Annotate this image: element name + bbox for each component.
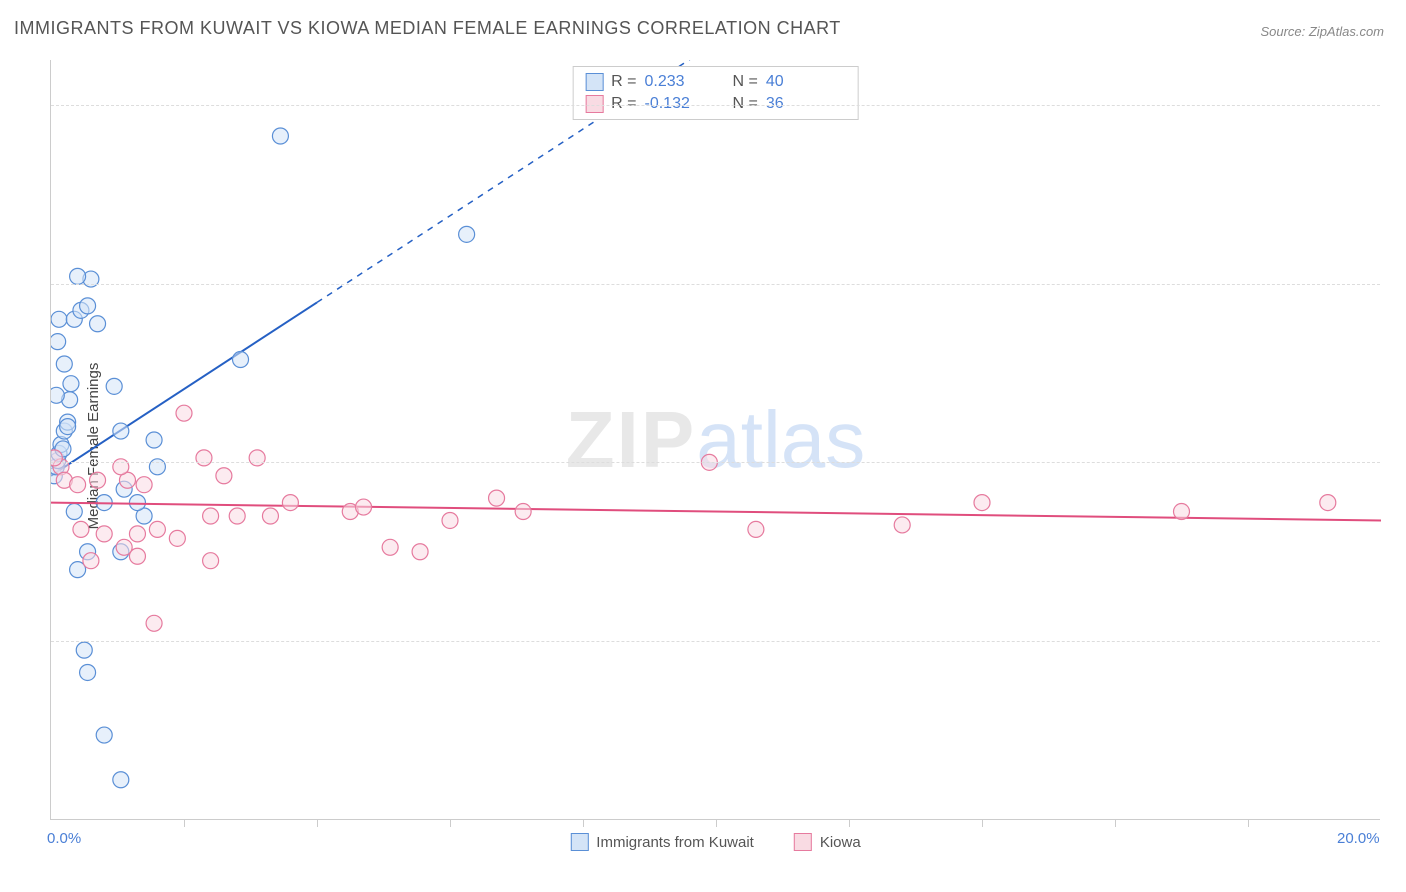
- data-point: [96, 727, 112, 743]
- data-point: [129, 526, 145, 542]
- data-point: [1320, 495, 1336, 511]
- data-point: [149, 521, 165, 537]
- legend-label: Immigrants from Kuwait: [596, 834, 754, 851]
- data-point: [129, 495, 145, 511]
- gridline-h: [51, 105, 1380, 106]
- data-point: [83, 553, 99, 569]
- data-point: [51, 450, 62, 466]
- data-point: [113, 772, 129, 788]
- xtick-minor: [1115, 819, 1116, 827]
- data-point: [216, 468, 232, 484]
- data-point: [356, 499, 372, 515]
- legend-swatch-pink-icon: [794, 833, 812, 851]
- data-point: [262, 508, 278, 524]
- data-point: [90, 472, 106, 488]
- data-point: [382, 539, 398, 555]
- xtick-label: 20.0%: [1337, 830, 1380, 847]
- data-point: [80, 298, 96, 314]
- legend-label: Kiowa: [820, 834, 861, 851]
- data-point: [63, 376, 79, 392]
- gridline-h: [51, 641, 1380, 642]
- stat-label-n: N =: [733, 73, 758, 91]
- data-point: [489, 490, 505, 506]
- data-point: [113, 423, 129, 439]
- legend-stats-box: R = 0.233 N = 40 R = -0.132 N = 36: [572, 66, 859, 120]
- chart-title: IMMIGRANTS FROM KUWAIT VS KIOWA MEDIAN F…: [14, 18, 841, 39]
- legend-swatch-blue-icon: [570, 833, 588, 851]
- data-point: [113, 459, 129, 475]
- data-point: [149, 459, 165, 475]
- data-point: [169, 530, 185, 546]
- data-point: [136, 477, 152, 493]
- source-attribution: Source: ZipAtlas.com: [1260, 24, 1384, 39]
- data-point: [80, 664, 96, 680]
- data-point: [51, 311, 67, 327]
- legend-series: Immigrants from Kuwait Kiowa: [570, 833, 860, 851]
- data-point: [459, 226, 475, 242]
- stat-r-1: 0.233: [645, 73, 725, 91]
- data-point: [233, 352, 249, 368]
- data-point: [66, 504, 82, 520]
- data-point: [51, 334, 66, 350]
- data-point: [76, 642, 92, 658]
- data-point: [515, 504, 531, 520]
- data-point: [106, 378, 122, 394]
- legend-stats-row-1: R = 0.233 N = 40: [585, 71, 846, 93]
- data-point: [146, 432, 162, 448]
- data-point: [282, 495, 298, 511]
- xtick-minor: [849, 819, 850, 827]
- data-point: [442, 512, 458, 528]
- stat-n-1: 40: [766, 73, 846, 91]
- data-point: [73, 521, 89, 537]
- data-point: [60, 419, 76, 435]
- data-point: [56, 356, 72, 372]
- data-point: [249, 450, 265, 466]
- data-point: [272, 128, 288, 144]
- data-point: [203, 508, 219, 524]
- data-point: [203, 553, 219, 569]
- data-point: [129, 548, 145, 564]
- xtick-label: 0.0%: [47, 830, 81, 847]
- plot-area: ZIPatlas R = 0.233 N = 40 R = -0.132 N =…: [50, 60, 1380, 820]
- legend-item-kuwait: Immigrants from Kuwait: [570, 833, 754, 851]
- xtick-minor: [317, 819, 318, 827]
- data-point: [412, 544, 428, 560]
- data-point: [748, 521, 764, 537]
- data-point: [894, 517, 910, 533]
- legend-swatch-blue-icon: [585, 73, 603, 91]
- data-point: [146, 615, 162, 631]
- gridline-h: [51, 284, 1380, 285]
- stat-label-r: R =: [611, 73, 636, 91]
- data-point: [51, 387, 64, 403]
- data-point: [1174, 504, 1190, 520]
- data-point: [70, 477, 86, 493]
- xtick-minor: [1248, 819, 1249, 827]
- data-point: [196, 450, 212, 466]
- data-point: [974, 495, 990, 511]
- data-point: [70, 268, 86, 284]
- legend-item-kiowa: Kiowa: [794, 833, 861, 851]
- xtick-minor: [982, 819, 983, 827]
- xtick-minor: [583, 819, 584, 827]
- data-point: [229, 508, 245, 524]
- xtick-minor: [184, 819, 185, 827]
- data-point: [176, 405, 192, 421]
- xtick-minor: [450, 819, 451, 827]
- scatter-svg: [51, 60, 1381, 820]
- data-point: [90, 316, 106, 332]
- data-point: [96, 526, 112, 542]
- xtick-minor: [716, 819, 717, 827]
- gridline-h: [51, 462, 1380, 463]
